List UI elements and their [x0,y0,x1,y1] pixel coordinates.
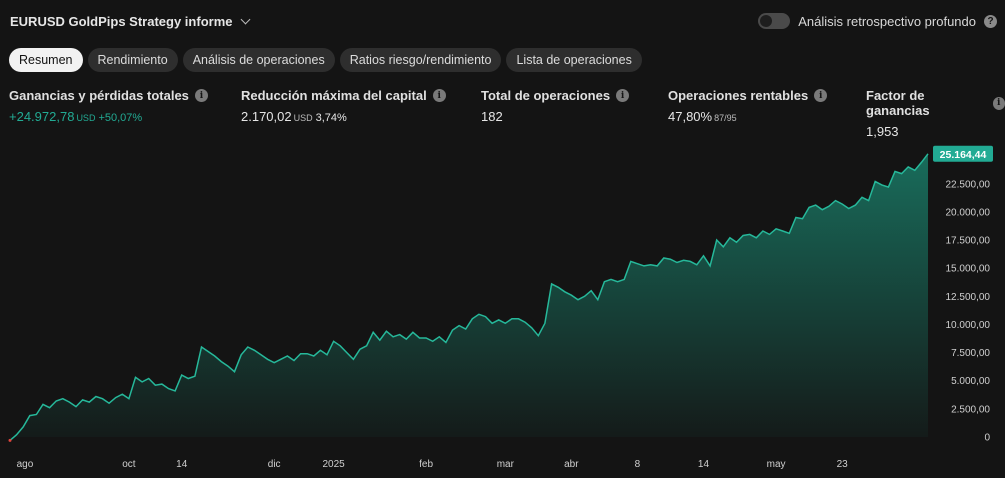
x-tick-label: abr [564,459,579,470]
y-tick-label: 17.500,00 [946,236,991,247]
x-tick-label: 23 [837,459,849,470]
x-tick-label: 8 [635,459,641,470]
x-tick-label: 14 [176,459,188,470]
help-icon[interactable]: ? [984,14,997,28]
stat-unit: USD [76,113,96,123]
chevron-down-icon [241,14,251,25]
stat-total-trades: Total de operaciones i 182 [481,88,630,124]
stat-value: +24.972,78 [9,109,75,124]
stat-label: Ganancias y pérdidas totales [9,88,189,103]
deep-backtest-label: Análisis retrospectivo profundo [798,13,976,29]
stat-value: 2.170,02 [241,109,292,124]
info-icon[interactable]: i [432,89,446,102]
x-tick-label: 14 [698,459,710,470]
tab-rendimiento[interactable]: Rendimiento [87,48,178,72]
top-bar: EURUSD GoldPips Strategy informe Análisi… [0,0,1005,44]
tab-ratios[interactable]: Ratios riesgo/rendimiento [339,48,502,72]
equity-area [10,153,928,441]
y-tick-label: 22.500,00 [946,179,991,190]
x-axis: ago oct 14 dic 2025 feb mar abr 8 14 may 23 [17,459,849,470]
y-tick-label: 10.000,00 [946,320,991,331]
stat-net-profit: Ganancias y pérdidas totales i +24.972,78… [9,88,208,124]
stat-value: 1,953 [866,124,899,139]
info-icon[interactable]: i [814,89,828,102]
stat-label: Factor de ganancias [866,88,930,118]
stat-max-drawdown: Reducción máxima del capital i 2.170,02 US… [241,88,446,124]
y-tick-label: 12.500,00 [946,292,991,303]
info-icon[interactable]: i [616,89,630,102]
x-tick-label: 2025 [322,459,345,470]
report-tabs: Resumen Rendimiento Análisis de operacio… [9,48,642,72]
x-tick-label: may [767,459,786,470]
stat-unit: USD [293,113,313,123]
y-axis: 0 2.500,00 5.000,00 7.500,00 10.000,00 12.500… [946,179,991,443]
tab-analisis-operaciones[interactable]: Análisis de operaciones [182,48,335,72]
x-tick-label: mar [497,459,515,470]
start-point [8,438,12,442]
deep-backtest-toggle[interactable] [758,13,791,29]
last-value-badge [933,145,993,162]
stat-percent: +50,07% [98,112,143,124]
stat-label: Total de operaciones [481,88,611,103]
x-tick-label: oct [122,459,136,470]
stat-label: Reducción máxima del capital [241,88,427,103]
tab-lista-operaciones[interactable]: Lista de operaciones [506,48,642,72]
stat-profit-factor: Factor de ganancias i 1,953 [866,88,1005,139]
info-icon[interactable]: i [992,96,1005,110]
report-title-dropdown[interactable]: EURUSD GoldPips Strategy informe [10,14,251,29]
y-tick-label: 5.000,00 [951,376,990,387]
y-tick-label: 15.000,00 [946,264,991,275]
stat-subvalue: 87/95 [714,113,737,123]
equity-chart[interactable]: 0 2.500,00 5.000,00 7.500,00 10.000,00 12.500… [0,140,1005,478]
stat-value: 47,80% [668,109,713,124]
y-tick-label: 7.500,00 [951,348,990,359]
stat-profitable-trades: Operaciones rentables i 47,80% 87/95 [668,88,828,124]
info-icon[interactable]: i [194,89,208,102]
x-tick-label: ago [17,459,34,470]
report-title: EURUSD GoldPips Strategy informe [10,14,233,29]
y-tick-label: 0 [984,433,990,444]
equity-line [9,153,929,441]
tab-resumen[interactable]: Resumen [9,48,83,72]
x-tick-label: dic [268,459,281,470]
last-value-text: 25.164,44 [940,149,987,161]
deep-backtest-control: Análisis retrospectivo profundo ? [758,13,997,29]
stat-value: 182 [481,109,503,124]
y-tick-label: 2.500,00 [951,404,990,415]
stat-label: Operaciones rentables [668,88,809,103]
last-value-marker: 25.164,44 [933,145,993,162]
stat-percent: 3,74% [315,112,347,124]
x-tick-label: feb [419,459,433,470]
y-tick-label: 20.000,00 [946,207,991,218]
